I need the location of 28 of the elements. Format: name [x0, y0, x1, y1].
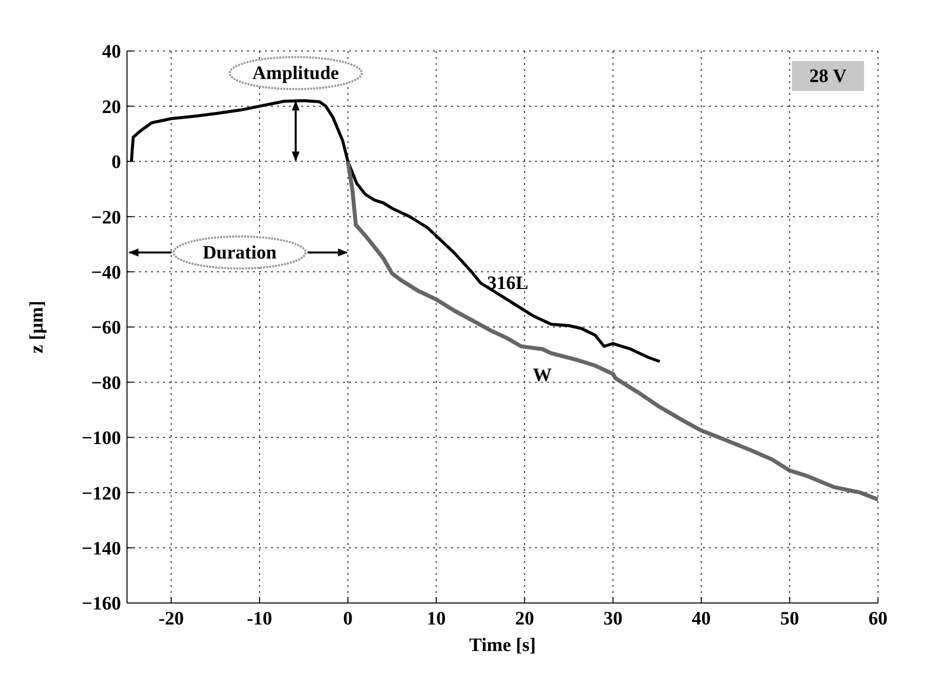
- x-tick-label: 0: [343, 608, 353, 630]
- y-tick-label: −100: [82, 428, 121, 450]
- x-tick-label: 40: [692, 608, 711, 630]
- y-tick-label: 40: [102, 42, 121, 63]
- x-tick-label: 20: [515, 608, 534, 630]
- series-label: 316L: [487, 272, 528, 294]
- y-tick-label: −60: [91, 318, 121, 339]
- y-tick-label: −80: [91, 372, 121, 394]
- y-tick-label: 0: [112, 152, 121, 174]
- annotation: Amplitude: [252, 63, 339, 84]
- y-tick-label: −20: [91, 207, 121, 228]
- y-tick-label: −120: [82, 483, 121, 504]
- line-series: [346, 159, 878, 502]
- y-tick-label: −160: [82, 594, 121, 615]
- x-axis-title: Time [s]: [469, 635, 536, 656]
- x-tick-label: 10: [426, 608, 446, 630]
- x-tick-label: -10: [246, 608, 272, 630]
- y-axis-title: z [µm]: [26, 300, 48, 354]
- annotation: Duration: [202, 242, 278, 264]
- x-tick-label: 60: [868, 608, 888, 630]
- series-label: W: [532, 365, 552, 386]
- x-tick-label: -20: [158, 608, 184, 630]
- annotation: 28 V: [809, 66, 847, 87]
- y-tick-label: −40: [91, 262, 121, 284]
- x-tick-label: 30: [603, 608, 622, 630]
- y-tick-label: 20: [102, 96, 121, 118]
- y-tick-label: −140: [82, 538, 121, 560]
- x-tick-label: 50: [780, 608, 800, 630]
